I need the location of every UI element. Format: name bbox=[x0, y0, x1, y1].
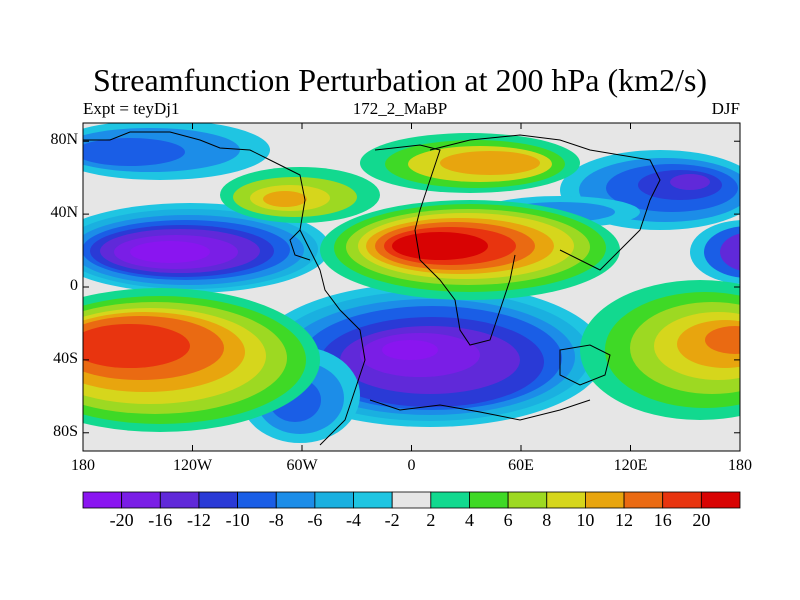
colorbar-box bbox=[391, 491, 432, 509]
colorbar-box bbox=[700, 491, 741, 509]
colorbar-label: -4 bbox=[346, 510, 362, 530]
lon-tick-label: 180 bbox=[728, 457, 752, 474]
colorbar-label: -20 bbox=[109, 510, 134, 530]
colorbar-box bbox=[121, 491, 161, 509]
colorbar-box bbox=[662, 491, 702, 509]
colorbar-label: -6 bbox=[307, 510, 323, 530]
colorbar-box bbox=[507, 491, 548, 509]
season-label: DJF bbox=[711, 99, 740, 118]
low-arctic-west bbox=[83, 123, 270, 180]
colorbar-box bbox=[275, 491, 316, 509]
colorbar-label: -10 bbox=[225, 510, 250, 530]
colorbar-label: -16 bbox=[148, 510, 173, 530]
colorbar-box bbox=[546, 491, 586, 509]
colorbar-label: 16 bbox=[653, 510, 672, 530]
colorbar-box bbox=[585, 491, 625, 509]
run-label: 172_2_MaBP bbox=[352, 99, 448, 118]
high-north-atlantic bbox=[220, 167, 380, 223]
colorbar-box bbox=[198, 491, 238, 509]
colorbar-label: 20 bbox=[692, 510, 711, 530]
high-south-east bbox=[580, 280, 740, 420]
lon-tick-label: 120W bbox=[172, 457, 213, 474]
lat-tick-label: 0 bbox=[70, 277, 78, 294]
colorbar-label: 8 bbox=[542, 510, 552, 530]
map-title: Streamfunction Perturbation at 200 hPa (… bbox=[92, 62, 708, 98]
lat-tick-label: 40S bbox=[53, 349, 78, 367]
colorbar-box bbox=[159, 491, 200, 509]
colorbar bbox=[82, 491, 741, 509]
colorbar-box bbox=[82, 491, 123, 509]
colorbar-box bbox=[430, 491, 470, 509]
high-north-eurasia bbox=[360, 133, 580, 193]
colorbar-box bbox=[623, 491, 664, 509]
colorbar-label: 12 bbox=[615, 510, 634, 530]
lon-tick-label: 60E bbox=[508, 457, 534, 474]
coastlines bbox=[83, 131, 661, 446]
colorbar-label: 6 bbox=[503, 510, 513, 530]
colorbar-label: -12 bbox=[186, 510, 211, 530]
lon-tick-label: 180 bbox=[71, 457, 95, 474]
experiment-label: Expt = teyDj1 bbox=[83, 99, 180, 118]
lat-tick-label: 40N bbox=[50, 204, 78, 222]
colorbar-label: -2 bbox=[384, 510, 400, 530]
high-south-pacific bbox=[83, 288, 320, 432]
lon-tick-label: 60W bbox=[286, 457, 318, 474]
colorbar-label: -8 bbox=[268, 510, 284, 530]
lon-tick-label: 0 bbox=[407, 457, 416, 474]
colorbar-box bbox=[353, 491, 393, 509]
lat-tick-label: 80S bbox=[53, 422, 78, 440]
low-pacific-north bbox=[83, 203, 330, 293]
low-east-edge bbox=[690, 220, 740, 284]
lat-tick-label: 80N bbox=[50, 131, 78, 149]
colorbar-label: 10 bbox=[576, 510, 595, 530]
high-africa-asia bbox=[320, 200, 620, 300]
colorbar-label: 2 bbox=[426, 510, 436, 530]
colorbar-box bbox=[469, 491, 509, 509]
colorbar-box bbox=[314, 491, 354, 509]
colorbar-label: 4 bbox=[464, 510, 474, 530]
lon-tick-label: 120E bbox=[613, 457, 648, 474]
colorbar-box bbox=[237, 491, 277, 509]
